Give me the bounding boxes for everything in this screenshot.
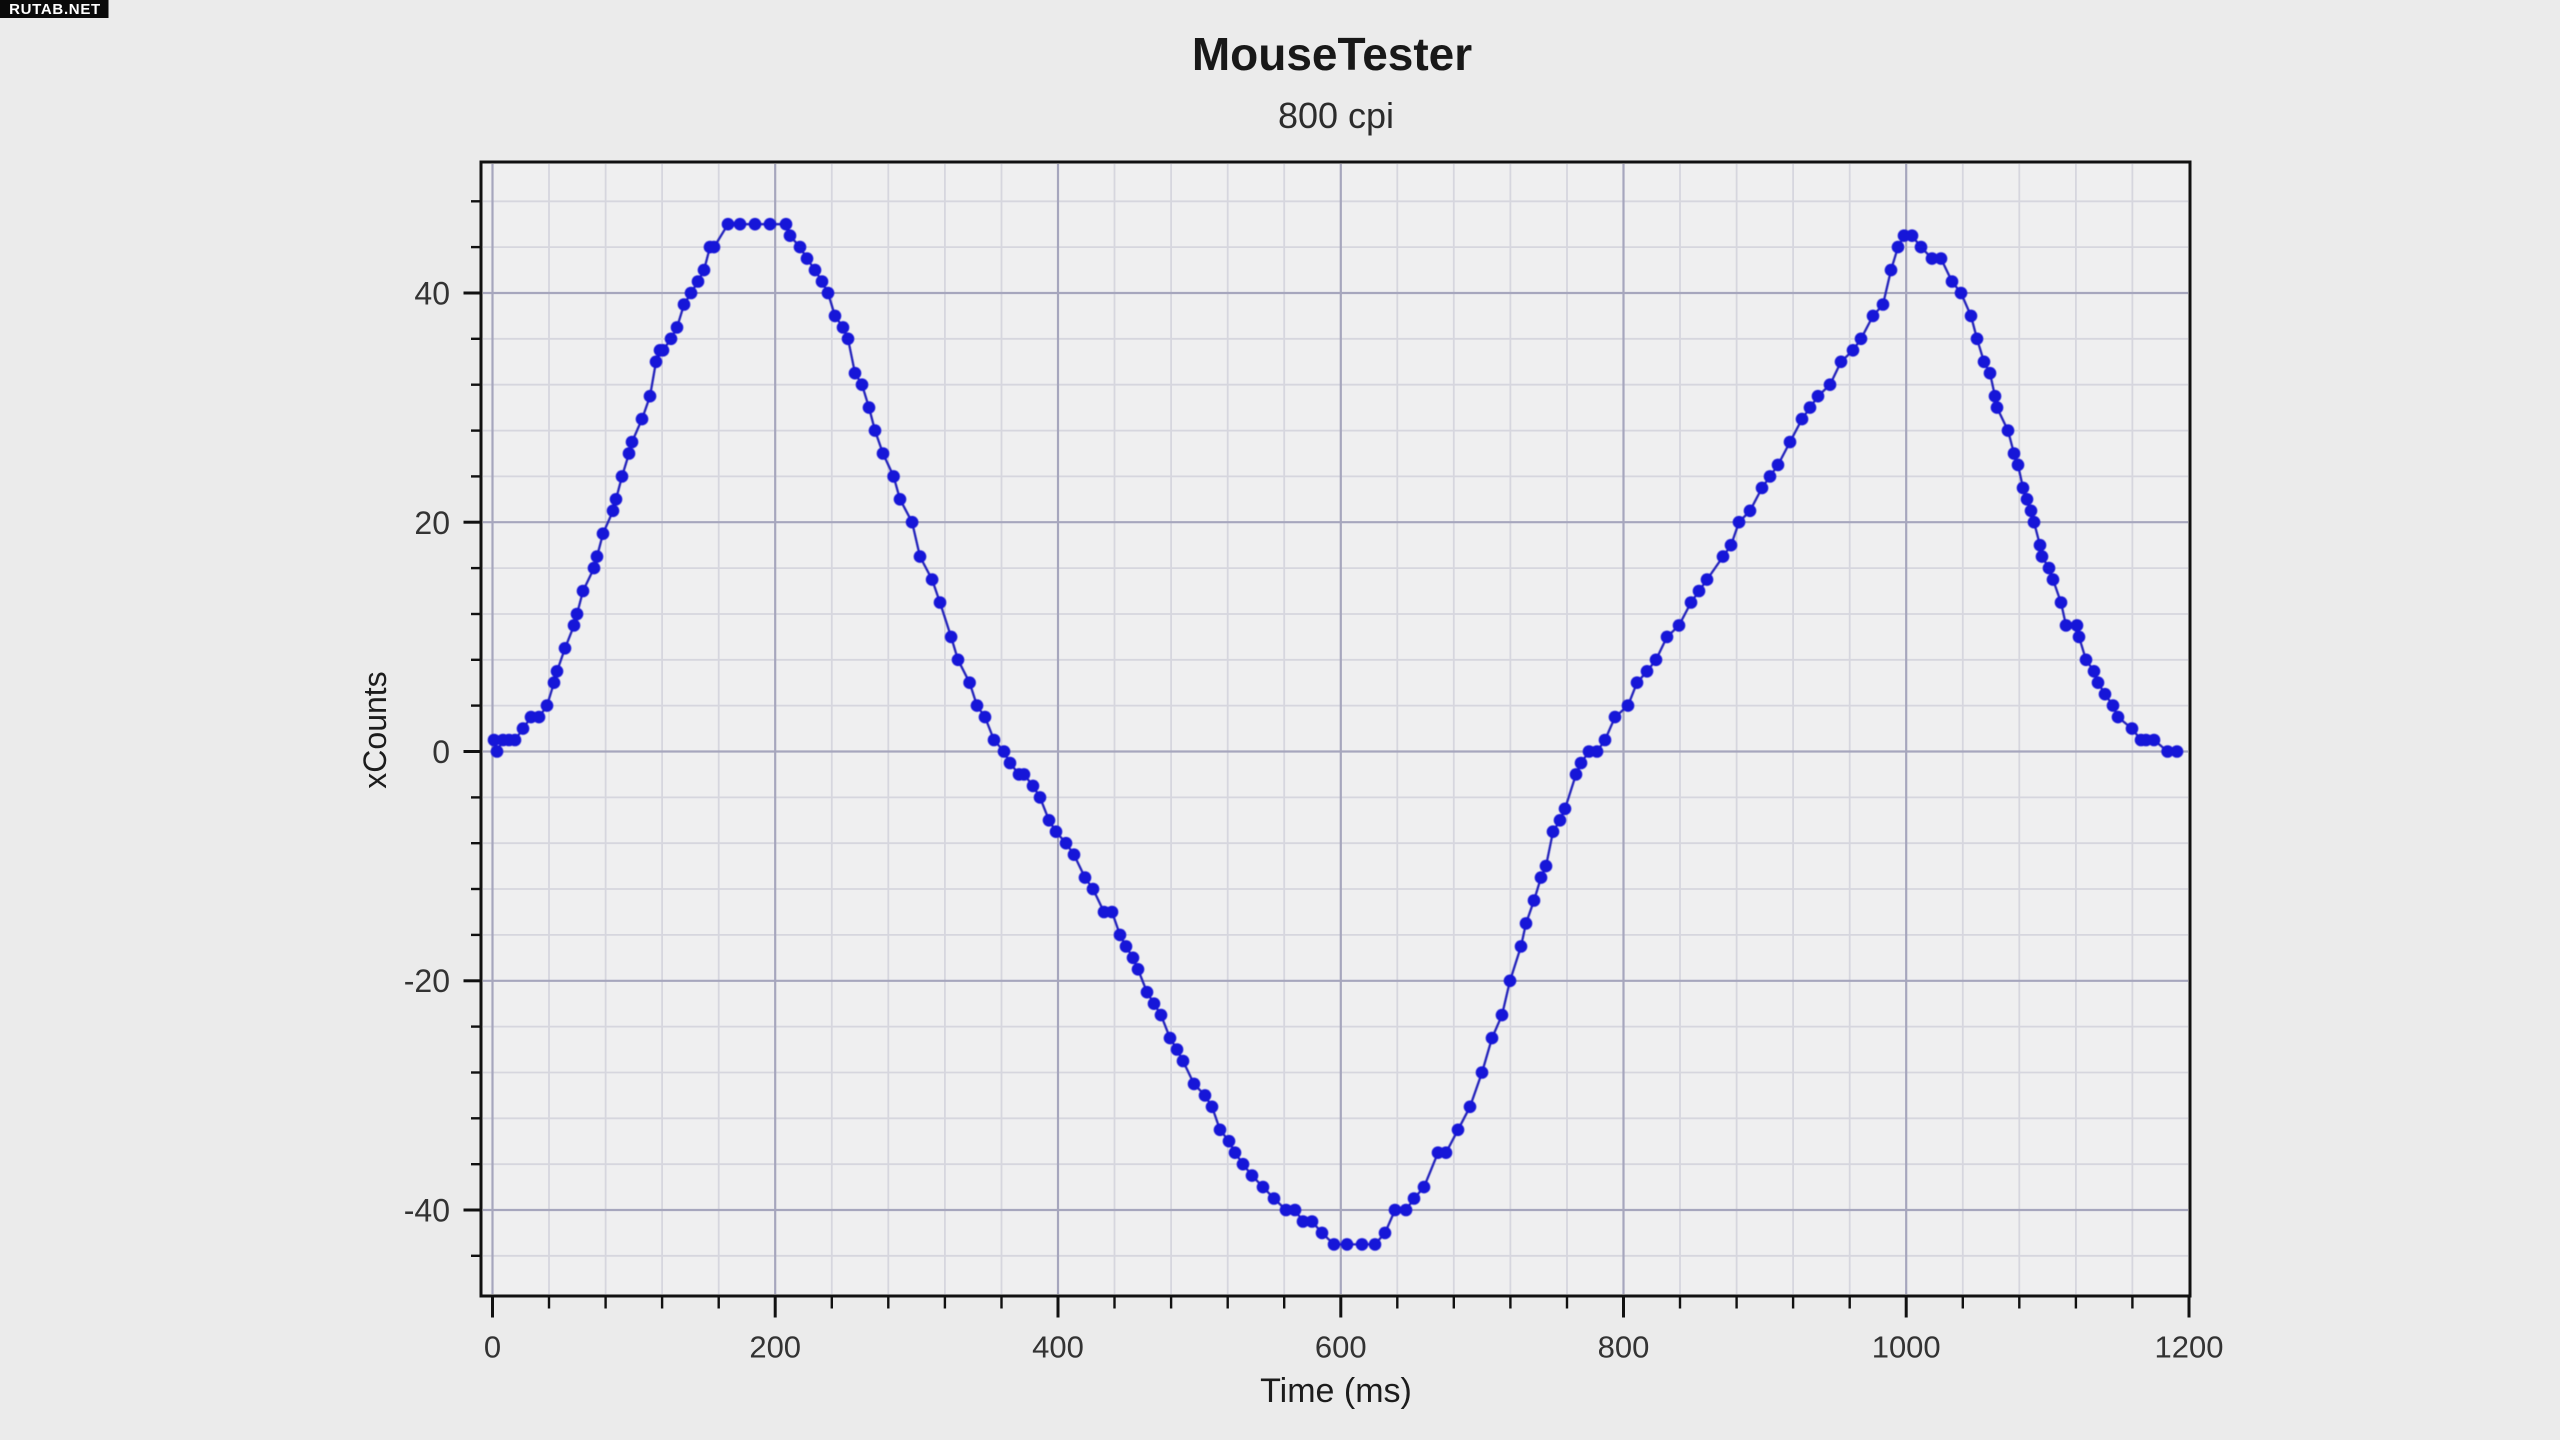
svg-text:-20: -20: [404, 963, 450, 999]
svg-text:600: 600: [1315, 1330, 1367, 1365]
svg-text:40: 40: [414, 276, 450, 312]
svg-text:Time (ms): Time (ms): [1260, 1372, 1412, 1410]
svg-text:0: 0: [432, 734, 450, 770]
svg-text:400: 400: [1032, 1330, 1084, 1365]
svg-text:200: 200: [749, 1330, 801, 1365]
svg-text:800: 800: [1598, 1330, 1650, 1365]
svg-text:RUTAB.NET: RUTAB.NET: [9, 1, 101, 18]
svg-text:-40: -40: [404, 1193, 450, 1229]
svg-text:20: 20: [414, 505, 450, 541]
svg-text:1000: 1000: [1872, 1330, 1941, 1365]
svg-text:800 cpi: 800 cpi: [1278, 95, 1394, 136]
svg-text:0: 0: [484, 1330, 501, 1365]
svg-text:MouseTester: MouseTester: [1192, 28, 1472, 80]
svg-text:xCounts: xCounts: [357, 671, 393, 788]
svg-text:1200: 1200: [2155, 1330, 2224, 1365]
